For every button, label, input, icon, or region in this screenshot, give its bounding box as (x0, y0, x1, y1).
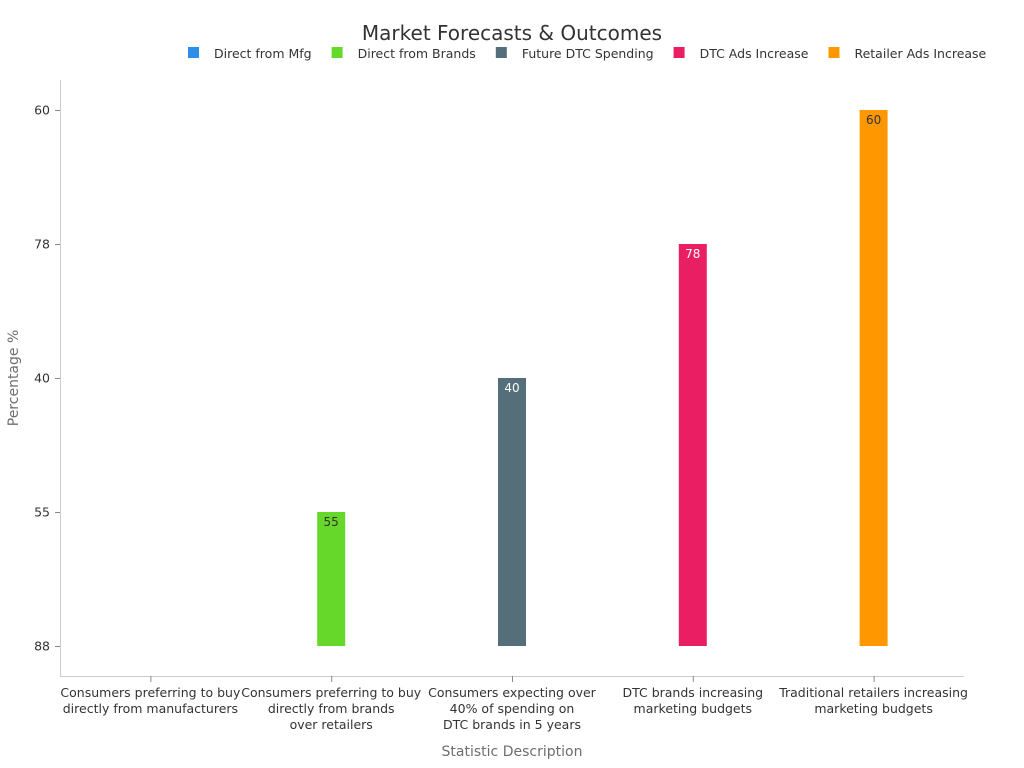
x-tick-label-line: Consumers expecting over (428, 685, 597, 700)
x-tick-label-line: 40% of spending on (450, 701, 575, 716)
legend-swatch (673, 47, 685, 58)
legend-item[interactable]: Direct from Mfg (188, 46, 312, 61)
data-label: 78 (685, 247, 700, 261)
chart-title: Market Forecasts & Outcomes (362, 21, 662, 45)
data-label: 40 (504, 381, 519, 395)
x-tick-label-line: DTC brands increasing (622, 685, 763, 700)
data-labels: 55 40 78 60 (324, 113, 882, 529)
legend-item[interactable]: Direct from Brands (331, 46, 476, 61)
bar-series (317, 110, 888, 646)
legend-label: Direct from Brands (358, 46, 476, 61)
bar[interactable] (317, 512, 346, 646)
legend-label: Direct from Mfg (214, 46, 312, 61)
x-tick-label-line: directly from manufacturers (63, 701, 238, 716)
x-tick-label-line: Consumers preferring to buy (60, 685, 241, 700)
x-tick-label: Traditional retailers increasingmarketin… (778, 685, 968, 716)
x-tick-label-line: DTC brands in 5 years (443, 717, 581, 732)
y-tick-label: 40 (34, 371, 50, 386)
legend-label: DTC Ads Increase (700, 46, 809, 61)
legend-swatch (828, 47, 840, 58)
y-tick-label: 55 (34, 505, 50, 520)
legend-swatch (188, 47, 199, 58)
x-axis-title: Statistic Description (442, 744, 583, 760)
y-tick-label: 60 (34, 103, 50, 118)
bar[interactable] (859, 110, 888, 646)
legend-swatch (331, 47, 343, 58)
legend-label: Future DTC Spending (522, 46, 654, 61)
y-axis-ticks: 88 55 40 78 60 (34, 103, 60, 654)
legend-item[interactable]: Future DTC Spending (495, 46, 654, 61)
x-tick-label-line: Traditional retailers increasing (778, 685, 968, 700)
y-tick-label: 88 (34, 639, 50, 654)
x-tick-label-line: marketing budgets (634, 701, 753, 716)
x-tick-label-line: over retailers (290, 717, 373, 732)
legend-label: Retailer Ads Increase (854, 46, 986, 61)
bar[interactable] (498, 378, 526, 646)
x-tick-label-line: Consumers preferring to buy (241, 685, 422, 700)
legend-swatch (495, 47, 507, 58)
data-label: 55 (324, 515, 339, 529)
y-tick-label: 78 (34, 237, 50, 252)
y-axis-title: Percentage % (6, 330, 22, 427)
legend-item[interactable]: Retailer Ads Increase (828, 46, 987, 61)
data-label: 60 (866, 113, 881, 127)
x-tick-label-line: directly from brands (268, 701, 395, 716)
legend-item[interactable]: DTC Ads Increase (673, 46, 809, 61)
chart-legend: Direct from Mfg Direct from Brands Future … (188, 46, 987, 61)
bar[interactable] (678, 244, 707, 646)
x-tick-label-line: marketing budgets (814, 701, 933, 716)
